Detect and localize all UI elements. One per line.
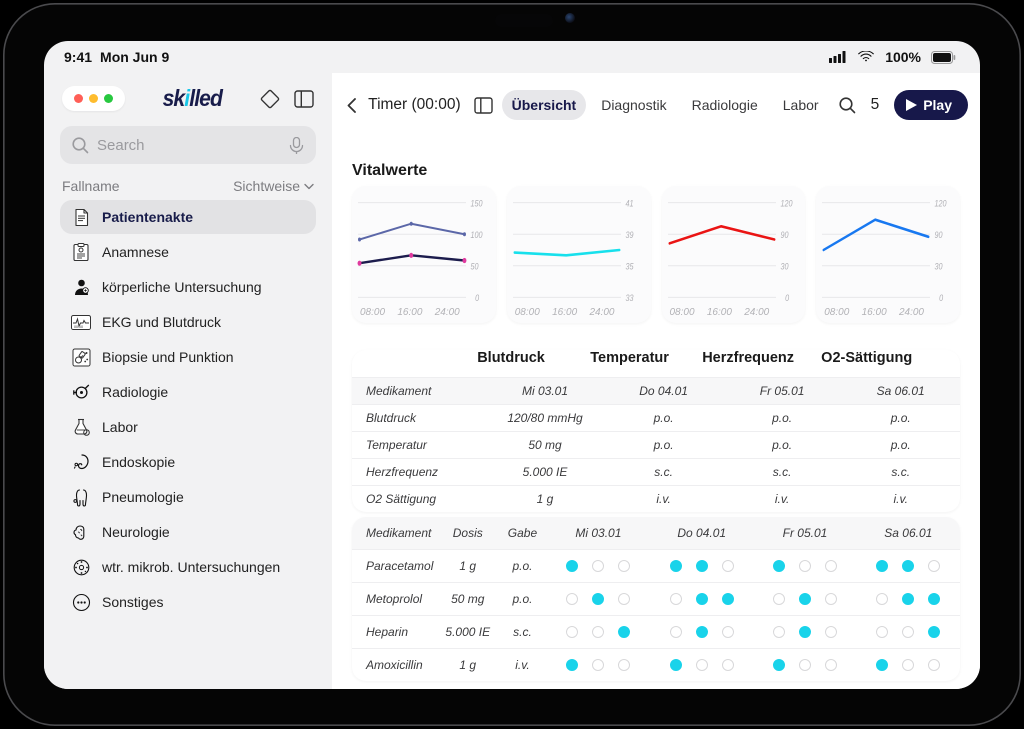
svg-text:41: 41 [625,197,633,208]
svg-text:100: 100 [471,229,483,240]
svg-text:30: 30 [780,260,788,271]
svg-text:0: 0 [475,292,479,303]
svg-text:90: 90 [780,229,788,240]
svg-text:35: 35 [625,260,633,271]
svg-text:00:00: 00:00 [74,325,83,329]
svg-text:120: 120 [780,197,792,208]
svg-text:120: 120 [935,197,947,208]
svg-text:30: 30 [935,260,943,271]
svg-text:90: 90 [935,229,943,240]
svg-text:0: 0 [939,292,943,303]
svg-text:50: 50 [471,260,479,271]
svg-text:39: 39 [625,229,633,240]
svg-text:0: 0 [785,292,789,303]
svg-text:33: 33 [625,292,633,303]
svg-text:150: 150 [471,197,483,208]
